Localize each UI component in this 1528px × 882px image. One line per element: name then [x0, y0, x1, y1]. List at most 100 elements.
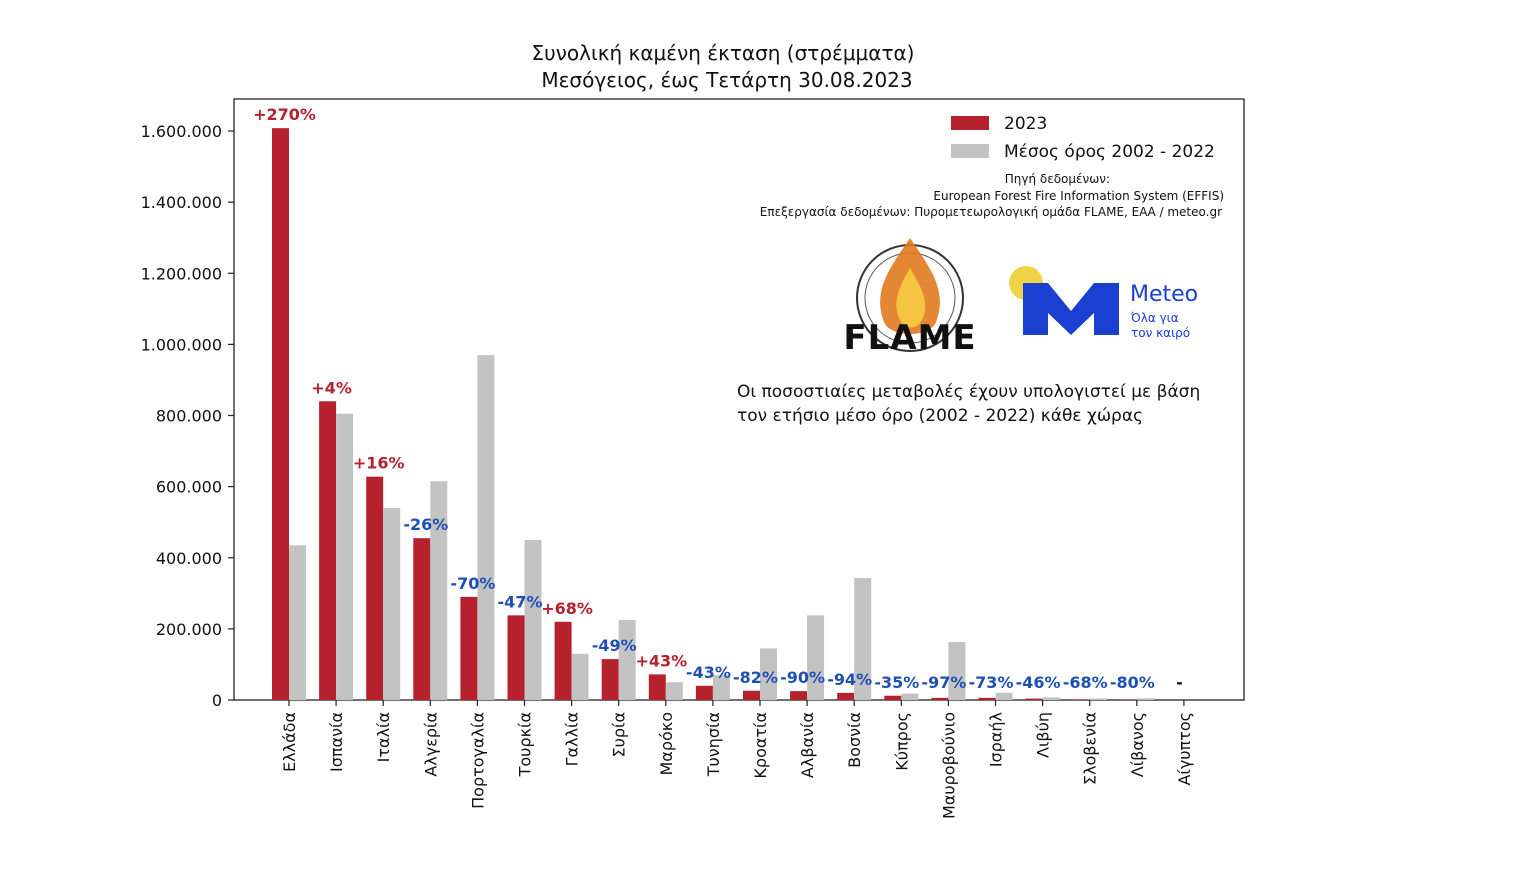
bar-average-7 — [618, 619, 636, 700]
bar-2023-17 — [1072, 699, 1090, 700]
legend-swatch-2023 — [951, 116, 989, 130]
x-tick-label: Μαυροβούνιο — [939, 712, 958, 819]
percent-change-label: +16% — [353, 454, 405, 473]
meteo-m-icon — [1023, 283, 1119, 335]
percent-change-label: -43% — [686, 663, 731, 682]
y-tick-label: 1.200.000 — [141, 264, 222, 283]
bar-average-11 — [807, 615, 825, 700]
plot-frame — [233, 98, 1245, 701]
legend-label-average: Μέσος όρος 2002 - 2022 — [1004, 142, 1215, 162]
x-tick-label: Λιβύη — [1034, 712, 1053, 758]
percent-change-label: +270% — [253, 105, 316, 124]
bar-average-16 — [1042, 697, 1060, 700]
bar-2023-3 — [413, 538, 431, 700]
y-tick-label: 600.000 — [156, 478, 222, 497]
note-line-1: Οι ποσοστιαίες μεταβολές έχουν υπολογιστ… — [737, 382, 1200, 402]
x-tick-label: Συρία — [610, 712, 629, 757]
x-tick-label: Βοσνία — [845, 712, 864, 768]
percent-change-label: -94% — [827, 670, 872, 689]
percent-change-label: -70% — [450, 574, 495, 593]
percent-change-label: -35% — [874, 673, 919, 692]
percent-change-label: -80% — [1110, 673, 1155, 692]
source-line-3: Επεξεργασία δεδομένων: Πυρομετεωρολογική… — [760, 205, 1222, 219]
bar-average-3 — [430, 481, 448, 700]
percent-change-label: -49% — [592, 636, 637, 655]
x-tick-label: Σλοβενία — [1081, 712, 1100, 785]
bar-average-13 — [901, 693, 919, 700]
source-line-2: European Forest Fire Information System … — [933, 189, 1224, 203]
y-tick-label: 1.600.000 — [141, 122, 222, 141]
flame-logo-icon: FLAME — [843, 238, 976, 358]
x-tick-label: Πορτογαλία — [468, 712, 487, 809]
percent-change-label: -68% — [1063, 673, 1108, 692]
bar-2023-2 — [366, 476, 384, 700]
flame-inner-shape — [896, 268, 926, 328]
bar-average-6 — [571, 653, 589, 700]
percent-change-label: -73% — [969, 673, 1014, 692]
percent-change-label: +68% — [541, 599, 593, 618]
percent-change-label: -90% — [780, 668, 825, 687]
bar-average-4 — [477, 355, 495, 700]
note-line-2: τον ετήσιο μέσο όρο (2002 - 2022) κάθε χ… — [737, 406, 1143, 426]
y-tick-label: 1.000.000 — [141, 335, 222, 354]
flame-logo-text: FLAME — [843, 318, 976, 358]
percent-change-label: +4% — [311, 378, 352, 397]
x-tick-label: Αίγυπτος — [1175, 712, 1194, 786]
y-tick-label: 800.000 — [156, 407, 222, 426]
meteo-logo-tagline-2: τον καιρό — [1131, 326, 1190, 340]
percentage-labels: +270% +4% +16% -26% -70%-47%+68% -49%+43%-43%… — [253, 105, 1183, 692]
bar-2023-4 — [460, 596, 478, 700]
y-tick-label: 200.000 — [156, 620, 222, 639]
bar-average-8 — [665, 682, 683, 700]
x-tick-label: Ισπανία — [327, 712, 346, 772]
bar-average-9 — [712, 675, 730, 700]
bar-2023-10 — [743, 690, 760, 700]
x-tick-label: Γαλλία — [563, 712, 582, 766]
bar-2023-0 — [272, 128, 289, 700]
source-line-1: Πηγή δεδομένων: — [1005, 172, 1110, 186]
x-tick-label: Ισραήλ — [987, 712, 1006, 767]
bar-average-18 — [1136, 698, 1154, 700]
x-tick-label: Τυνησία — [704, 712, 723, 777]
bar-average-1 — [336, 413, 354, 700]
x-tick-label: Αλβανία — [798, 712, 817, 778]
meteo-logo-name: Meteo — [1130, 282, 1198, 307]
percent-change-label: - — [1176, 673, 1183, 692]
x-tick-label: Τουρκία — [516, 712, 535, 777]
bar-average-10 — [760, 648, 777, 700]
bar-average-12 — [854, 578, 872, 700]
y-tick-label: 0 — [212, 691, 222, 710]
bar-average-17 — [1089, 698, 1107, 700]
bar-2023-15 — [978, 697, 996, 700]
bar-average-14 — [948, 642, 966, 700]
bars — [272, 128, 1154, 700]
x-tick-label: Ιταλία — [374, 712, 393, 762]
bar-2023-8 — [648, 674, 666, 700]
percent-change-label: -82% — [733, 668, 778, 687]
percent-change-label: +43% — [635, 651, 687, 670]
meteo-logo-tagline-1: Όλα για — [1130, 311, 1179, 325]
bar-average-2 — [383, 507, 401, 700]
chart-title-line-2: Μεσόγειος, έως Τετάρτη 30.08.2023 — [541, 68, 912, 92]
x-axis: Ελλάδα Ισπανία Ιταλία Αλγερία Πορτογαλία Τουρ… — [280, 700, 1194, 819]
bar-2023-12 — [837, 692, 855, 700]
legend-swatch-average — [951, 144, 989, 158]
bar-2023-16 — [1025, 698, 1043, 700]
percent-change-label: -26% — [403, 515, 448, 534]
bar-average-5 — [524, 539, 542, 700]
percent-change-label: -97% — [921, 673, 966, 692]
chart-title-line-1: Συνολική καμένη έκταση (στρέμματα) — [532, 41, 915, 65]
data-source: Πηγή δεδομένων: European Forest Fire Inf… — [760, 172, 1224, 219]
bar-2023-9 — [695, 685, 713, 700]
bar-2023-1 — [319, 401, 337, 700]
x-tick-label: Αλγερία — [421, 712, 440, 777]
x-tick-label: Κροατία — [751, 712, 770, 779]
x-tick-label: Ελλάδα — [280, 712, 299, 772]
x-tick-label: Μαρόκο — [657, 712, 676, 776]
x-tick-label: Λίβανος — [1128, 712, 1147, 777]
bar-2023-7 — [601, 659, 619, 700]
x-tick-label: Κύπρος — [892, 712, 911, 771]
meteo-logo-icon: Meteo Όλα για τον καιρό — [1009, 266, 1198, 340]
percent-change-label: -47% — [498, 592, 543, 611]
